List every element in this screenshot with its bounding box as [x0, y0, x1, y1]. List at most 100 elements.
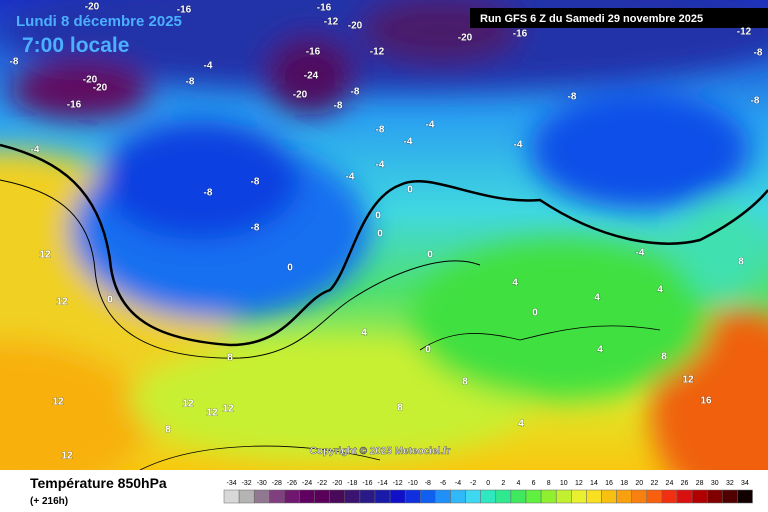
isotherm-label: -8	[251, 223, 260, 234]
isotherm-label: 8	[661, 352, 667, 363]
legend-swatch	[284, 489, 300, 504]
footer-title: Température 850hPa	[30, 475, 167, 491]
legend-swatch	[571, 489, 587, 504]
legend-label: -14	[377, 480, 387, 487]
legend-swatch	[706, 489, 723, 504]
legend-swatch	[631, 489, 648, 504]
legend-label: 16	[605, 480, 613, 487]
legend-label: -18	[347, 480, 357, 487]
isotherm-label: 0	[425, 345, 431, 356]
legend-swatch	[616, 489, 632, 504]
isotherm-label: -20	[85, 2, 100, 13]
isotherm-label: -8	[376, 125, 385, 136]
isotherm-label: -4	[346, 172, 355, 183]
isotherm-label: 0	[107, 295, 113, 306]
legend-label: 22	[650, 480, 658, 487]
isotherm-label: 0	[287, 263, 293, 274]
isotherm-label: 0	[427, 250, 433, 261]
isotherm-label: 4	[597, 345, 603, 356]
isotherm-label: 12	[56, 297, 68, 308]
isotherm-label: -20	[348, 21, 363, 32]
legend-swatch	[465, 489, 481, 504]
legend-swatch	[253, 489, 270, 504]
isotherm-label: -8	[334, 101, 343, 112]
legend-label: 12	[575, 480, 583, 487]
isotherm-label: 12	[52, 397, 64, 408]
isotherm-label: -20	[458, 33, 473, 44]
isotherm-label: -20	[93, 83, 108, 94]
isotherm-label: -12	[737, 27, 752, 38]
isotherm-label: 12	[39, 250, 51, 261]
isotherm-label: -8	[351, 87, 360, 98]
isotherm-label: 4	[657, 285, 663, 296]
legend: -34 -32 -30 -28 -26 -24 -22 -20 -18 -16 -14 -12 -10-…	[223, 480, 753, 504]
legend-label: -2	[470, 480, 476, 487]
legend-swatch	[510, 489, 527, 504]
legend-swatch	[359, 489, 376, 504]
legend-swatch	[646, 489, 663, 504]
isotherm-label: -16	[317, 3, 332, 14]
legend-label: 26	[681, 480, 689, 487]
isotherm-label: 8	[462, 377, 468, 388]
isotherm-label: -8	[251, 177, 260, 188]
isotherm-label: -16	[67, 100, 82, 111]
forecast-date: Lundi 8 décembre 2025	[16, 13, 182, 30]
isotherm-label: 12	[682, 375, 694, 386]
isotherm-label: 8	[227, 353, 233, 364]
legend-label: -24	[302, 480, 312, 487]
legend-swatch	[314, 489, 330, 504]
legend-swatch	[404, 489, 421, 504]
isotherm-label: -4	[404, 137, 413, 148]
isotherm-label: -4	[514, 140, 523, 151]
legend-label: 32	[726, 480, 734, 487]
isotherm-label: -8	[10, 57, 19, 68]
legend-swatch	[269, 489, 285, 504]
legend-swatch	[299, 489, 315, 504]
legend-swatch	[495, 489, 512, 504]
legend-label: 0	[486, 480, 490, 487]
isotherm-label: -8	[754, 48, 763, 59]
legend-swatch	[691, 489, 708, 504]
map-labels: -20 -16 -16-12 -20-16-24-20-12-16-20-8-20-2…	[9, 1, 763, 462]
isotherm-label: -8	[186, 77, 195, 88]
isotherm-label: 4	[361, 328, 367, 339]
legend-label: -32	[242, 480, 252, 487]
isotherm-label: 8	[397, 403, 403, 414]
legend-label: -26	[287, 480, 297, 487]
isotherm-label: -4	[426, 120, 435, 131]
isotherm-label: 12	[61, 451, 73, 462]
isotherm-label: 8	[165, 425, 171, 436]
legend-label: 14	[590, 480, 598, 487]
legend-swatch	[525, 489, 542, 504]
isotherm-label: 12	[222, 404, 234, 415]
legend-label: -20	[332, 480, 342, 487]
run-info: Run GFS 6 Z du Samedi 29 novembre 2025	[480, 13, 703, 25]
legend-swatch	[344, 489, 361, 504]
legend-swatch	[420, 489, 436, 504]
isotherm-label: -8	[204, 188, 213, 199]
isotherm-label: 12	[182, 399, 194, 410]
footer-subtitle: (+ 216h)	[30, 496, 68, 507]
isotherm-label: -24	[304, 71, 319, 82]
legend-swatch	[555, 489, 572, 504]
isotherm-label: 0	[375, 211, 381, 222]
legend-label: -8	[425, 480, 431, 487]
legend-label: 6	[532, 480, 536, 487]
legend-label: 2	[501, 480, 505, 487]
legend-label: 20	[635, 480, 643, 487]
legend-label: 34	[741, 480, 749, 487]
isotherm-label: -8	[751, 96, 760, 107]
legend-label: -12	[393, 480, 403, 487]
legend-swatch	[389, 489, 406, 504]
legend-label: 10	[560, 480, 568, 487]
isotherm-label: -4	[204, 61, 213, 72]
legend-label: 8	[547, 480, 551, 487]
legend-label: -4	[455, 480, 461, 487]
legend-swatch	[722, 489, 738, 504]
legend-swatch	[329, 489, 346, 504]
legend-swatch	[480, 489, 497, 504]
isotherm-label: 0	[532, 308, 538, 319]
legend-label: -16	[362, 480, 372, 487]
